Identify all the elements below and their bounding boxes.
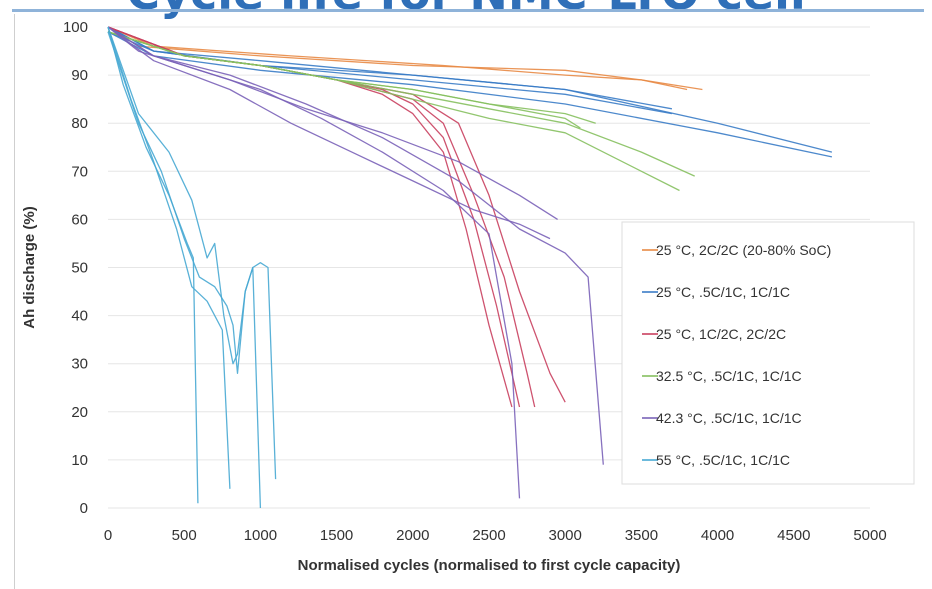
- x-tick-label: 0: [104, 527, 112, 544]
- y-tick-label: 70: [71, 163, 88, 180]
- series-line-blue-5: [107, 26, 673, 110]
- legend-label: 32.5 °C, .5C/1C, 1C/1C: [656, 368, 802, 384]
- series-line-purple-15: [107, 26, 604, 465]
- x-tick-label: 4000: [701, 527, 734, 544]
- legend-box: [621, 221, 915, 485]
- y-tick-label: 10: [71, 452, 88, 469]
- series-line-orange-0: [107, 26, 703, 91]
- y-axis-title: Ah discharge (%): [21, 206, 38, 329]
- y-tick-label: 50: [71, 260, 88, 277]
- legend: 25 °C, 2C/2C (20-80% SoC) 25 °C, .5C/1C, …: [621, 221, 915, 485]
- series-line-cyan-18: [107, 26, 199, 504]
- chart-frame: [14, 14, 921, 589]
- x-tick-label: 4500: [777, 527, 810, 544]
- y-tick-label: 90: [71, 67, 88, 84]
- legend-label: 25 °C, 2C/2C (20-80% SoC): [656, 242, 831, 258]
- y-tick-label: 0: [80, 500, 88, 517]
- x-tick-label: 5000: [853, 527, 886, 544]
- y-tick-labels: 0 10 20 30 40 50 60 70 80 90 100: [63, 19, 88, 517]
- x-tick-label: 3000: [549, 527, 582, 544]
- legend-label: 55 °C, .5C/1C, 1C/1C: [656, 452, 790, 468]
- series-line-orange-1: [107, 26, 688, 91]
- y-tick-label: 20: [71, 404, 88, 421]
- series-line-purple-16: [107, 26, 558, 220]
- x-tick-labels: 0 500 1000 1500 2000 2500 3000 3500 4000 4500 5000: [104, 527, 887, 544]
- x-tick-label: 3500: [625, 527, 658, 544]
- y-tick-label: 40: [71, 308, 88, 325]
- series-line-blue-4: [107, 26, 673, 115]
- series-line-cyan-19: [107, 26, 231, 489]
- series-line-green-11: [107, 31, 680, 192]
- title-divider: [12, 9, 924, 12]
- x-tick-label: 500: [172, 527, 197, 544]
- y-tick-label: 30: [71, 356, 88, 373]
- legend-label: 25 °C, .5C/1C, 1C/1C: [656, 284, 790, 300]
- series-line-purple-17: [107, 26, 551, 240]
- series-lines: [107, 26, 833, 509]
- legend-label: 25 °C, 1C/2C, 2C/2C: [656, 326, 786, 342]
- x-axis-title: Normalised cycles (normalised to first c…: [298, 557, 681, 574]
- x-tick-label: 1500: [320, 527, 353, 544]
- series-line-green-12: [107, 31, 596, 124]
- x-tick-label: 2000: [396, 527, 429, 544]
- y-tick-label: 80: [71, 115, 88, 132]
- y-tick-label: 100: [63, 19, 88, 36]
- y-tick-label: 60: [71, 211, 88, 228]
- legend-label: 42.3 °C, .5C/1C, 1C/1C: [656, 410, 802, 426]
- series-line-green-13: [107, 31, 581, 129]
- series-line-cyan-21: [107, 31, 277, 480]
- x-tick-label: 1000: [244, 527, 277, 544]
- x-tick-label: 2500: [472, 527, 505, 544]
